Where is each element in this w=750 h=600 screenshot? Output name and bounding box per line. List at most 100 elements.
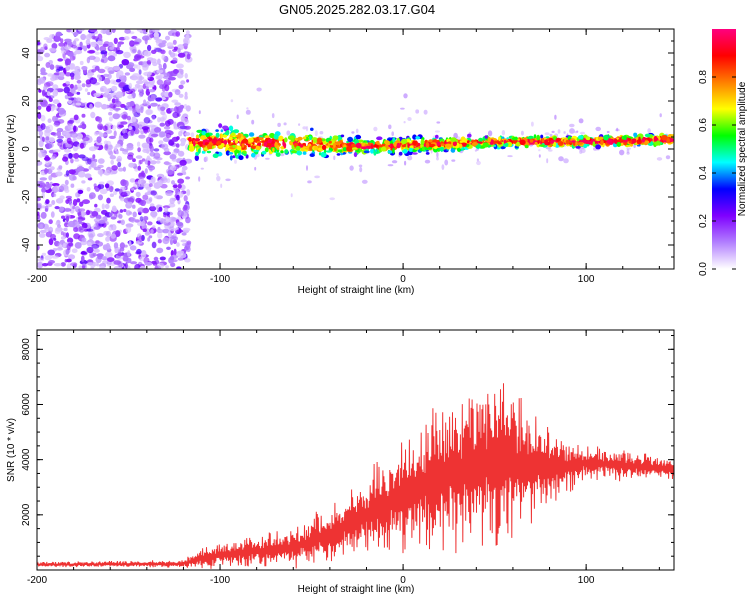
heatmap-cell — [309, 135, 312, 141]
heatmap-cell — [74, 49, 83, 55]
heatmap-cell — [517, 138, 520, 141]
heatmap-cell — [321, 138, 326, 142]
heatmap-cell — [164, 216, 170, 223]
heatmap-cell — [595, 126, 601, 132]
heatmap-cell — [118, 214, 123, 219]
y-tick-label: -20 — [21, 189, 32, 204]
heatmap-cell — [592, 141, 596, 147]
heatmap-cell — [336, 153, 341, 156]
heatmap-cell — [111, 29, 116, 33]
heatmap-cell — [136, 141, 141, 147]
heatmap-cell — [131, 41, 140, 45]
heatmap-cell — [165, 132, 172, 138]
heatmap-cell — [44, 52, 51, 58]
heatmap-cell — [638, 136, 641, 142]
heatmap-cell — [440, 143, 445, 147]
heatmap-cell — [105, 230, 111, 237]
heatmap-cell — [241, 143, 245, 148]
heatmap-cell — [172, 236, 179, 241]
heatmap-cell — [85, 209, 91, 215]
heatmap-cell — [131, 187, 135, 191]
colorbar-tick-label: 0.8 — [698, 70, 709, 84]
heatmap-cell — [119, 246, 125, 252]
heatmap-cell — [56, 127, 64, 133]
heatmap-cell — [111, 165, 118, 171]
heatmap-cell — [595, 144, 601, 150]
heatmap-cell — [70, 262, 78, 267]
heatmap-cell — [177, 183, 182, 189]
heatmap-cell — [173, 233, 177, 237]
heatmap-cell — [216, 141, 222, 146]
heatmap-cell — [280, 153, 285, 157]
heatmap-cell — [184, 73, 188, 79]
heatmap-cell — [387, 164, 394, 167]
heatmap-cell — [403, 93, 408, 99]
heatmap-cell — [264, 135, 270, 138]
heatmap-cell — [154, 126, 162, 133]
heatmap-cell — [169, 107, 175, 112]
heatmap-cell — [645, 140, 650, 144]
heatmap-cell — [139, 216, 144, 222]
heatmap-cell — [181, 232, 187, 236]
heatmap-cell — [177, 52, 186, 58]
heatmap-cell — [302, 126, 307, 130]
heatmap-cell — [158, 63, 163, 70]
heatmap-cell — [412, 140, 417, 146]
heatmap-cell — [284, 149, 289, 154]
heatmap-cell — [120, 75, 127, 82]
heatmap-cell — [158, 42, 166, 48]
heatmap-cell — [48, 260, 55, 264]
heatmap-cell — [92, 154, 96, 159]
heatmap-cell — [172, 184, 178, 188]
heatmap-cell — [184, 125, 191, 130]
y-tick-label: 8000 — [21, 338, 32, 361]
heatmap-cell — [172, 111, 180, 119]
heatmap-cell — [131, 116, 137, 123]
heatmap-cell — [115, 230, 121, 238]
heatmap-cell — [89, 192, 96, 200]
heatmap-cell — [61, 49, 67, 55]
heatmap-cell — [487, 130, 493, 137]
heatmap-cell — [104, 143, 109, 151]
heatmap-cell — [73, 114, 79, 121]
heatmap-cell — [127, 154, 134, 160]
heatmap-cell — [147, 237, 151, 242]
heatmap-cell — [75, 70, 80, 78]
heatmap-cell — [156, 79, 164, 86]
heatmap-cell — [347, 136, 353, 143]
heatmap-cell — [149, 203, 155, 207]
heatmap-cell — [114, 188, 121, 192]
heatmap-cell — [554, 114, 557, 120]
heatmap-cell — [175, 143, 180, 148]
heatmap-cell — [58, 42, 65, 47]
heatmap-cell — [45, 183, 52, 188]
heatmap-cell — [578, 135, 584, 140]
heatmap-cell — [211, 138, 218, 145]
heatmap-cell — [539, 144, 545, 147]
heatmap-cell — [148, 165, 156, 171]
heatmap-cell — [41, 191, 45, 199]
heatmap-cell — [37, 214, 41, 219]
heatmap-cell — [78, 125, 85, 129]
heatmap-cell — [155, 97, 163, 102]
spectrogram-x-ticks: -200 -100 0 100 — [27, 29, 660, 285]
heatmap-cell — [616, 127, 619, 132]
heatmap-cell — [94, 101, 103, 108]
heatmap-cell — [50, 105, 59, 110]
heatmap-cell — [119, 209, 124, 213]
heatmap-cell — [99, 132, 104, 138]
heatmap-cell — [51, 255, 59, 259]
heatmap-cell — [551, 130, 555, 134]
heatmap-cell — [160, 49, 166, 55]
heatmap-cell — [39, 149, 45, 153]
heatmap-cell — [497, 142, 503, 145]
heatmap-cell — [370, 140, 374, 143]
heatmap-cell — [85, 39, 91, 46]
y-tick-label: 6000 — [21, 393, 32, 416]
heatmap-cell — [156, 247, 164, 254]
heatmap-cell — [73, 233, 80, 240]
heatmap-cell — [166, 246, 171, 250]
heatmap-cell — [91, 243, 100, 249]
heatmap-cell — [124, 29, 131, 34]
heatmap-cell — [122, 132, 129, 139]
